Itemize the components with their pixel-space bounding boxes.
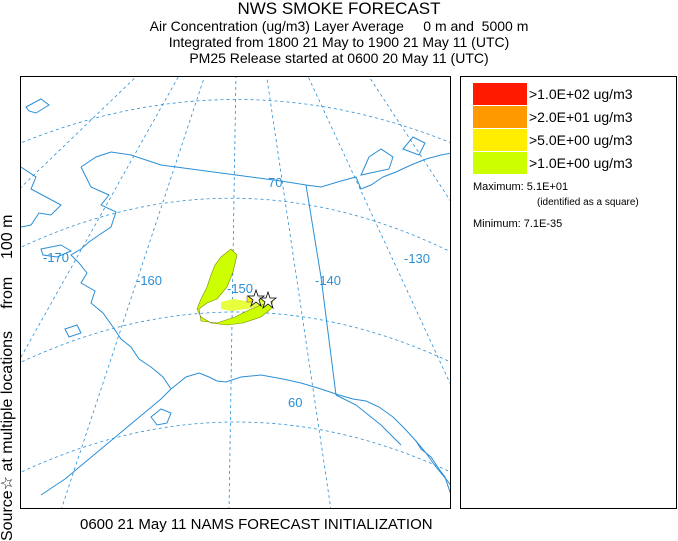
source-side-label: Source☆ at multiple locations from 100 m xyxy=(0,214,16,541)
map-svg: -170 -160 -150 -140 -130 70 60 xyxy=(21,77,450,508)
title-block: NWS SMOKE FORECAST Air Concentration (ug… xyxy=(0,0,678,66)
lon-180-line xyxy=(21,77,137,188)
lat-75-line xyxy=(21,99,450,144)
chukotka-coast xyxy=(21,166,62,228)
subtitle-integration: Integrated from 1800 21 May to 1900 21 M… xyxy=(168,34,510,50)
legend-item: >2.0E+01 ug/m3 xyxy=(473,106,633,128)
legend-item: >1.0E+02 ug/m3 xyxy=(473,83,633,105)
ak-panhandle-border xyxy=(335,394,402,446)
nunivak-island xyxy=(64,324,82,338)
legend-swatch xyxy=(473,106,527,128)
lon-140-line xyxy=(266,77,332,508)
lat-label-60: 60 xyxy=(288,395,302,410)
lon-label-160: -160 xyxy=(136,273,162,288)
alaska-peninsula xyxy=(40,388,172,496)
subtitle-release: PM25 Release started at 0600 20 May 11 (… xyxy=(189,50,489,66)
legend-item: >1.0E+00 ug/m3 xyxy=(473,152,633,174)
legend-maximum-note: (identified as a square) xyxy=(537,197,639,208)
lat-70-line xyxy=(21,197,450,253)
west-alaska-coast xyxy=(70,166,172,390)
legend-panel: >1.0E+02 ug/m3 >2.0E+01 ug/m3 >5.0E+00 u… xyxy=(460,76,677,509)
legend-label: >5.0E+00 ug/m3 xyxy=(529,132,633,148)
panhandle-coast xyxy=(415,440,450,494)
lon-label-140: -140 xyxy=(315,273,341,288)
lat-60-line xyxy=(21,421,450,473)
lon-150-line xyxy=(228,77,237,508)
kodiak-island xyxy=(150,408,172,426)
arctic-islands-2 xyxy=(402,136,426,156)
graticule xyxy=(21,77,450,508)
legend-label: >2.0E+01 ug/m3 xyxy=(529,109,633,125)
legend-item: >5.0E+00 ug/m3 xyxy=(473,129,633,151)
lon-160-line xyxy=(61,77,205,508)
arctic-islands xyxy=(360,148,394,176)
legend-swatch xyxy=(473,129,527,151)
legend-label: >1.0E+02 ug/m3 xyxy=(529,86,633,102)
lon-170-line xyxy=(21,77,179,358)
lat-label-70: 70 xyxy=(268,175,282,190)
gulf-of-alaska-coast xyxy=(170,372,450,486)
st-lawrence-island xyxy=(40,244,73,258)
forecast-initialization-footer: 0600 21 May 11 NAMS FORECAST INITIALIZAT… xyxy=(80,516,433,533)
north-coast xyxy=(80,151,450,190)
lon-label-130: -130 xyxy=(404,251,430,266)
map-title: NWS SMOKE FORECAST xyxy=(237,0,441,18)
legend-label: >1.0E+00 ug/m3 xyxy=(529,155,633,171)
legend-swatch xyxy=(473,152,527,174)
lon-label-170: -170 xyxy=(43,250,69,265)
source-star-icon xyxy=(258,290,278,310)
map-panel: -170 -160 -150 -140 -130 70 60 xyxy=(20,76,451,509)
lat-65-line xyxy=(21,311,450,363)
lon-label-150: -150 xyxy=(227,281,253,296)
source-star-icon xyxy=(246,288,266,308)
subtitle-concentration: Air Concentration (ug/m3) Layer Average … xyxy=(149,18,529,34)
coastlines xyxy=(21,98,450,496)
ak-canada-border xyxy=(305,184,337,396)
legend-maximum: Maximum: 5.1E+01 xyxy=(473,181,569,193)
legend-swatch xyxy=(473,83,527,105)
source-markers xyxy=(246,288,278,310)
lon-120-line xyxy=(368,77,450,201)
wrangel-island xyxy=(25,98,50,114)
legend-minimum: Minimum: 7.1E-35 xyxy=(473,218,563,230)
lon-130-line xyxy=(307,77,450,385)
